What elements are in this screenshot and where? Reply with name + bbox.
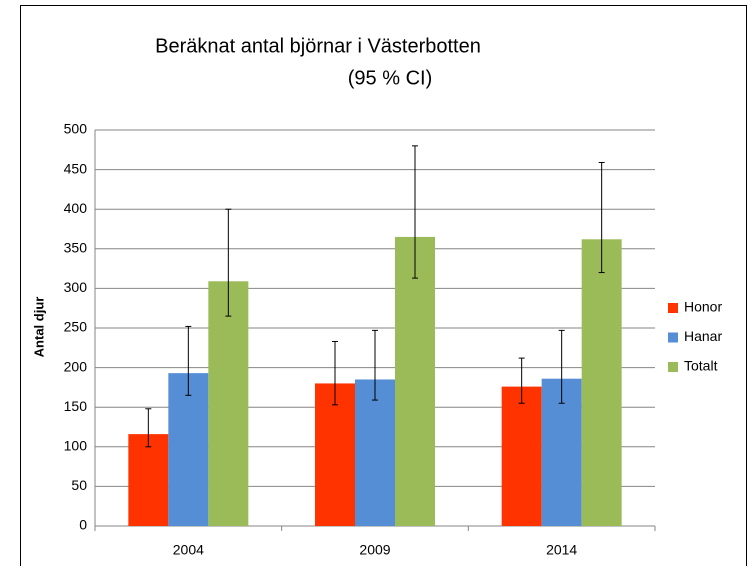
bar [168,373,209,526]
y-tick-label: 250 [64,319,88,335]
legend-swatch [668,362,678,372]
chart-subtitle: (95 % CI) [348,67,432,89]
x-tick-label: 2009 [359,542,390,558]
error-bar [185,325,192,396]
error-bar [145,408,152,448]
y-tick-label: 450 [64,160,88,176]
x-tick-label: 2004 [173,542,204,558]
error-bar [598,161,605,274]
legend-label: Totalt [684,358,718,374]
y-tick-label: 100 [64,438,88,454]
y-tick-label: 50 [71,477,87,493]
y-tick-label: 350 [64,240,88,256]
error-bar [225,208,232,317]
bar [395,236,435,527]
bar [355,379,395,526]
error-bar [372,329,378,401]
y-tick-label: 400 [64,200,88,216]
x-tick-label: 2014 [546,542,577,558]
error-bar [412,145,418,279]
legend-label: Honor [684,299,722,315]
y-tick-label: 0 [79,517,87,533]
bar [128,434,169,526]
legend-swatch [668,332,678,343]
y-tick-label: 200 [64,358,88,374]
bar [581,239,622,526]
bar [208,281,249,526]
legend-swatch [668,303,678,313]
error-bar [518,357,525,404]
y-tick-label: 500 [64,121,88,137]
chart-title: Beräknat antal björnar i Västerbotten [155,35,481,57]
legend-label: Hanar [684,328,722,344]
y-tick-label: 150 [64,398,88,414]
bar [501,386,542,526]
y-tick-label: 300 [64,279,88,295]
y-axis-label: Antal djur [31,297,46,358]
bar [315,383,355,526]
error-bar [558,329,565,404]
error-bar [332,340,338,406]
